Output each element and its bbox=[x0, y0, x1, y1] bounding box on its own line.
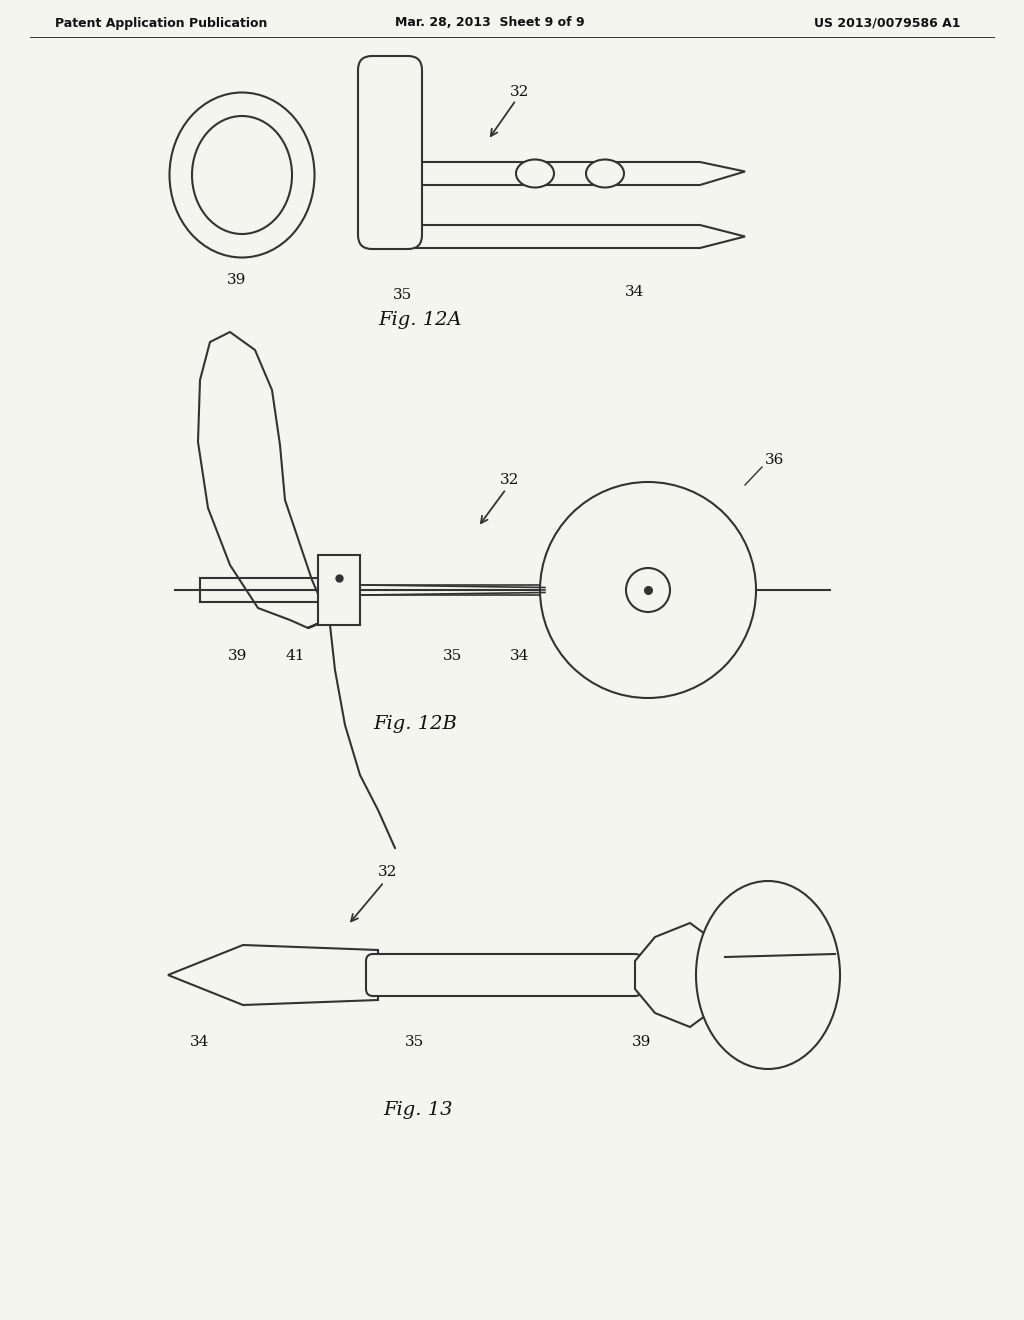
Text: US 2013/0079586 A1: US 2013/0079586 A1 bbox=[813, 16, 961, 29]
Text: 35: 35 bbox=[392, 288, 412, 302]
FancyBboxPatch shape bbox=[366, 954, 642, 997]
Text: Fig. 12A: Fig. 12A bbox=[378, 312, 462, 329]
Text: 34: 34 bbox=[626, 285, 645, 300]
Text: 34: 34 bbox=[510, 649, 529, 663]
Polygon shape bbox=[408, 224, 745, 248]
Text: 32: 32 bbox=[501, 473, 520, 487]
Ellipse shape bbox=[170, 92, 314, 257]
Polygon shape bbox=[635, 923, 720, 1027]
Text: 39: 39 bbox=[227, 273, 247, 286]
Text: 35: 35 bbox=[406, 1035, 425, 1049]
Text: Mar. 28, 2013  Sheet 9 of 9: Mar. 28, 2013 Sheet 9 of 9 bbox=[395, 16, 585, 29]
Ellipse shape bbox=[516, 160, 554, 187]
Text: Patent Application Publication: Patent Application Publication bbox=[55, 16, 267, 29]
Polygon shape bbox=[168, 945, 378, 1005]
FancyBboxPatch shape bbox=[358, 55, 422, 249]
Ellipse shape bbox=[193, 116, 292, 234]
Text: Fig. 13: Fig. 13 bbox=[383, 1101, 453, 1119]
Text: 36: 36 bbox=[765, 453, 784, 467]
Circle shape bbox=[626, 568, 670, 612]
Text: 32: 32 bbox=[510, 84, 529, 99]
Text: 41: 41 bbox=[286, 649, 305, 663]
Text: Fig. 12B: Fig. 12B bbox=[373, 715, 457, 733]
Polygon shape bbox=[408, 162, 745, 185]
Ellipse shape bbox=[586, 160, 624, 187]
Circle shape bbox=[540, 482, 756, 698]
Text: 39: 39 bbox=[228, 649, 248, 663]
Text: 39: 39 bbox=[632, 1035, 651, 1049]
Ellipse shape bbox=[696, 880, 840, 1069]
Text: 34: 34 bbox=[190, 1035, 210, 1049]
Text: 35: 35 bbox=[442, 649, 462, 663]
Bar bbox=[318, 554, 360, 624]
Text: 32: 32 bbox=[378, 865, 397, 879]
